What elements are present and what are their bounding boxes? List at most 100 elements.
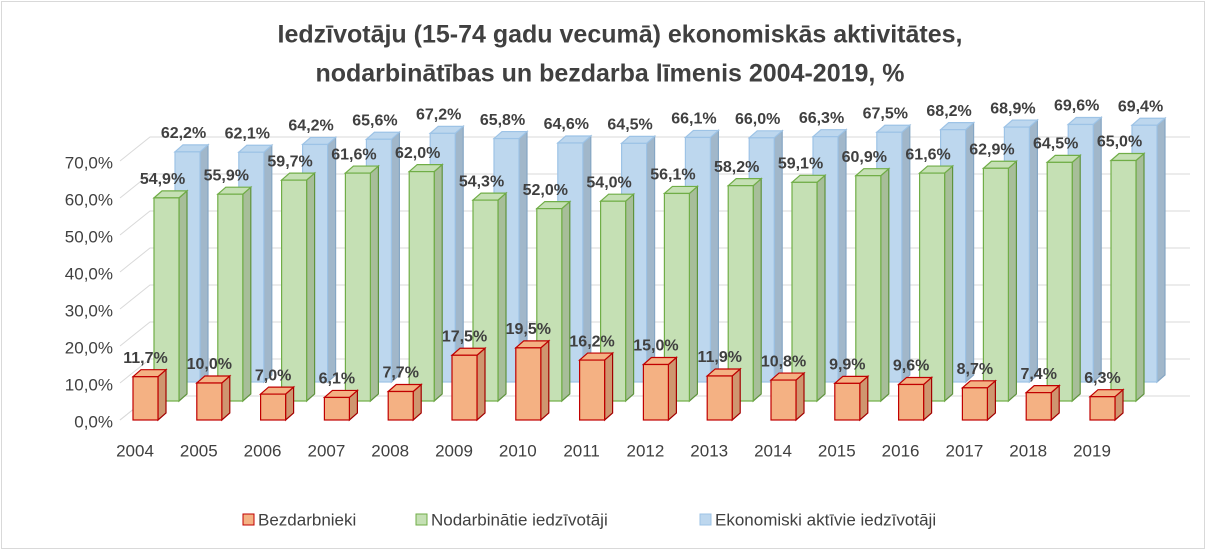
- bar: [217, 193, 244, 402]
- legend-label: Bezdarbnieki: [258, 510, 356, 529]
- bar-side: [688, 185, 699, 403]
- data-label: 64,5%: [607, 117, 652, 134]
- data-label: 54,9%: [140, 171, 185, 188]
- bar: [982, 167, 1010, 402]
- bar-side: [242, 185, 252, 403]
- data-label: 8,7%: [957, 361, 993, 378]
- bar: [281, 179, 308, 402]
- data-label: 64,2%: [288, 118, 333, 135]
- data-label: 16,2%: [569, 333, 614, 350]
- bar-side: [837, 128, 847, 384]
- bar-side: [667, 356, 678, 422]
- data-label: 54,0%: [586, 174, 631, 191]
- data-label: 52,0%: [523, 182, 568, 199]
- bar: [451, 354, 478, 421]
- bar: [897, 383, 925, 421]
- bar: [260, 393, 287, 421]
- data-label: 15,0%: [633, 338, 678, 355]
- data-label: 66,0%: [735, 111, 780, 128]
- bar: [132, 376, 159, 421]
- legend-marker: [699, 513, 712, 526]
- y-tick-label: 50,0%: [65, 227, 113, 246]
- x-tick-label: 2015: [818, 441, 856, 460]
- bar-side: [731, 367, 741, 422]
- x-tick-label: 2017: [945, 441, 983, 460]
- bar: [387, 390, 414, 421]
- x-tick-label: 2014: [754, 441, 792, 460]
- legend-label: Nodarbinātie iedzīvotāji: [431, 510, 608, 529]
- bar-side: [561, 200, 571, 403]
- bar: [323, 396, 350, 421]
- data-label: 62,0%: [395, 145, 440, 162]
- data-label: 59,7%: [267, 153, 312, 170]
- legend-label: Ekonomiski aktīvie iedzīvotāji: [715, 510, 936, 529]
- x-tick-label: 2008: [371, 441, 409, 460]
- bar-side: [816, 174, 826, 403]
- bar-side: [1028, 118, 1039, 384]
- data-label: 7,0%: [255, 367, 291, 384]
- bar-side: [369, 164, 379, 403]
- y-tick-label: 40,0%: [65, 264, 113, 283]
- data-label: 6,3%: [1084, 370, 1120, 387]
- bar: [706, 375, 733, 421]
- data-label: 10,8%: [761, 353, 806, 370]
- bar: [791, 181, 818, 402]
- bar: [961, 387, 989, 421]
- x-tick-label: 2016: [882, 441, 920, 460]
- bar-side: [306, 171, 316, 403]
- data-label: 65,8%: [480, 112, 525, 129]
- y-tick-label: 0,0%: [74, 412, 113, 431]
- bar: [1089, 396, 1116, 421]
- data-label: 62,9%: [969, 141, 1014, 158]
- bar: [578, 359, 606, 421]
- bar-side: [795, 371, 805, 422]
- bar-side: [497, 191, 507, 403]
- chart-title: nodarbinātības un bezdarba līmenis 2004-…: [315, 60, 904, 88]
- data-label: 64,5%: [1033, 136, 1078, 153]
- bar: [515, 347, 542, 421]
- bar: [1110, 159, 1137, 402]
- data-label: 9,9%: [829, 357, 865, 374]
- data-label: 66,1%: [671, 111, 716, 128]
- x-tick-label: 2009: [435, 441, 473, 460]
- bar-side: [263, 143, 273, 384]
- data-label: 9,6%: [893, 358, 929, 375]
- bar-side: [1135, 152, 1145, 403]
- data-label: 17,5%: [442, 328, 487, 345]
- data-label: 56,1%: [650, 167, 695, 184]
- bar-side: [1007, 159, 1018, 403]
- y-tick-label: 10,0%: [65, 375, 113, 394]
- bar-side: [1156, 116, 1166, 384]
- bar: [918, 172, 946, 402]
- data-label: 65,0%: [1097, 134, 1142, 151]
- bar-side: [433, 163, 443, 403]
- x-tick-label: 2018: [1009, 441, 1047, 460]
- bar-side: [964, 121, 975, 384]
- bar-side: [476, 346, 486, 422]
- bar: [344, 172, 371, 402]
- data-label: 69,4%: [1118, 98, 1163, 115]
- bar-side: [880, 167, 890, 403]
- data-label: 62,1%: [225, 125, 270, 142]
- data-label: 66,3%: [799, 110, 844, 127]
- legend-marker: [242, 513, 255, 526]
- bar-side: [1092, 116, 1102, 384]
- data-label: 11,7%: [123, 350, 167, 367]
- data-label: 19,5%: [506, 321, 551, 338]
- y-tick-label: 60,0%: [65, 190, 113, 209]
- x-tick-label: 2019: [1073, 441, 1111, 460]
- bar-side: [540, 339, 550, 422]
- x-tick-label: 2004: [116, 441, 154, 460]
- bar-side: [157, 368, 167, 422]
- x-tick-label: 2010: [499, 441, 537, 460]
- x-tick-label: 2012: [626, 441, 664, 460]
- data-label: 65,6%: [352, 112, 397, 129]
- data-label: 64,6%: [544, 116, 589, 133]
- x-tick-label: 2013: [690, 441, 728, 460]
- data-label: 67,5%: [863, 105, 908, 122]
- y-tick-label: 70,0%: [65, 153, 113, 172]
- data-label: 55,9%: [204, 167, 249, 184]
- x-tick-label: 2006: [244, 441, 282, 460]
- data-label: 6,1%: [319, 371, 355, 388]
